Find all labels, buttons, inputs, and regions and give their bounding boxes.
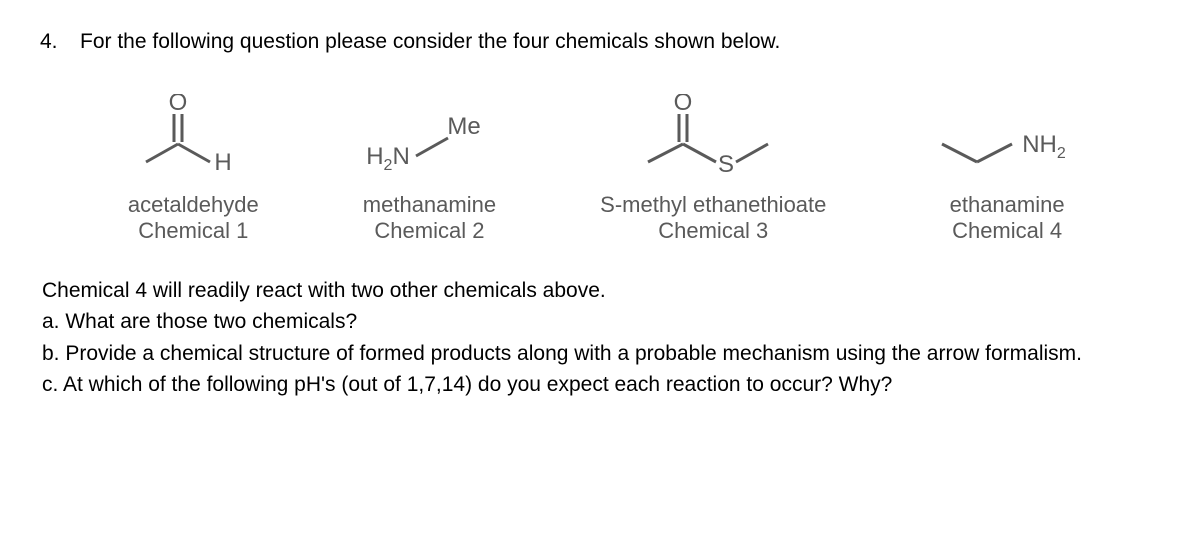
question-number: 4. [40,30,80,54]
chemical-4-name: ethanamine [950,192,1065,218]
atom-O: O [169,94,188,116]
part-a: a. What are those two chemicals? [42,306,1160,338]
chemical-4-label: Chemical 4 [952,218,1062,244]
parts-intro: Chemical 4 will readily react with two o… [42,275,1160,307]
chemical-1-name: acetaldehyde [128,192,259,218]
chemical-3-name: S-methyl ethanethioate [600,192,826,218]
chemical-3: O S S-methyl ethanethioate Chemical 3 [600,94,826,245]
question-parts: Chemical 4 will readily react with two o… [42,275,1160,401]
chemical-2-label: Chemical 2 [374,218,484,244]
question-header: 4. For the following question please con… [40,30,1160,54]
chemical-2-structure: H2N Me [354,94,504,184]
chemical-2-name: methanamine [363,192,496,218]
part-c: c. At which of the following pH's (out o… [42,369,1160,401]
chemical-1-label: Chemical 1 [138,218,248,244]
chemical-4: NH2 ethanamine Chemical 4 [922,94,1092,245]
question-prompt: For the following question please consid… [80,30,780,54]
part-b: b. Provide a chemical structure of forme… [42,338,1160,370]
chemical-1-structure: O H [128,94,258,184]
chemical-2: H2N Me methanamine Chemical 2 [354,94,504,245]
atom-H: H [215,149,232,176]
chemical-1: O H acetaldehyde Chemical 1 [128,94,259,245]
atom-H2N: H2N [367,143,411,174]
atom-Me: Me [448,113,481,140]
atom-O: O [674,94,693,116]
atom-NH2: NH2 [1022,131,1066,162]
chemical-3-label: Chemical 3 [658,218,768,244]
chemical-3-structure: O S [628,94,798,184]
chemical-4-structure: NH2 [922,94,1092,184]
chemicals-row: O H acetaldehyde Chemical 1 H2N Me metha… [80,94,1140,245]
atom-S: S [718,151,734,178]
